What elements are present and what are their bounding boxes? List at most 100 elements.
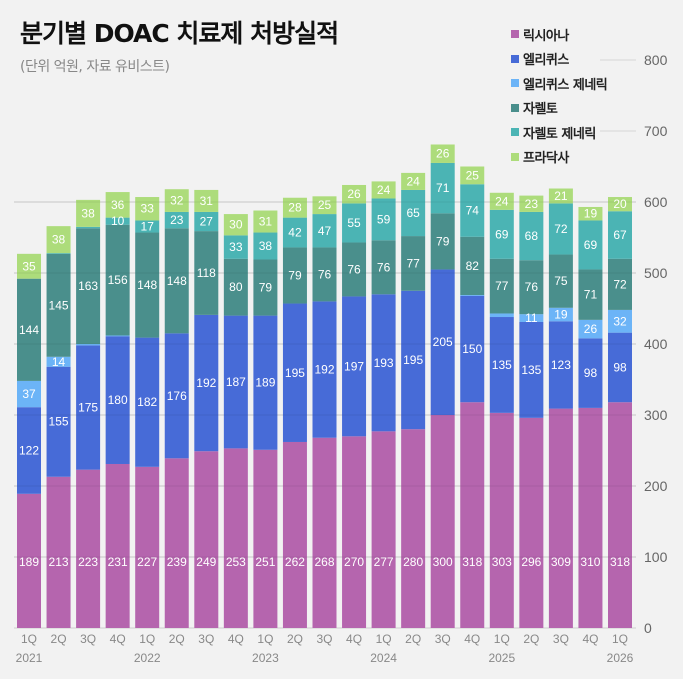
data-label: 318 <box>462 555 482 569</box>
data-label: 176 <box>167 389 187 403</box>
x-tick-label: 1Q <box>21 632 37 646</box>
x-tick-label: 1Q <box>494 632 510 646</box>
data-label: 77 <box>495 279 509 293</box>
x-tick-label: 4Q <box>110 632 126 646</box>
legend-swatch <box>511 79 519 88</box>
x-tick-label: 4Q <box>228 632 244 646</box>
data-label: 277 <box>374 555 394 569</box>
bar-segment <box>342 242 367 297</box>
data-label: 14 <box>52 355 66 369</box>
data-label: 26 <box>584 322 598 336</box>
bar-segment <box>253 232 278 260</box>
data-label: 69 <box>584 238 598 252</box>
legend-swatch <box>511 30 519 39</box>
data-label: 26 <box>347 187 361 201</box>
data-label: 79 <box>259 281 273 295</box>
data-label: 80 <box>229 280 243 294</box>
data-label: 231 <box>108 555 128 569</box>
bar-segment <box>489 192 514 210</box>
data-label: 309 <box>551 555 571 569</box>
bars <box>17 144 632 628</box>
chart-subtitle: (단위 억원, 자료 유비스트) <box>20 59 170 75</box>
bar-segment <box>164 228 189 334</box>
bar-segment <box>608 332 632 403</box>
data-label: 27 <box>200 215 214 229</box>
data-label: 32 <box>613 314 627 328</box>
x-year-label: 2026 <box>607 651 634 665</box>
data-label: 25 <box>318 198 332 212</box>
bar-segment <box>312 437 337 628</box>
bar-segment <box>105 335 130 337</box>
bar-segment <box>401 429 426 628</box>
legend-swatch <box>511 152 519 161</box>
data-label: 47 <box>318 224 332 238</box>
bar-segment <box>489 313 514 318</box>
bar-segment <box>105 224 130 336</box>
bar-segment <box>578 407 603 628</box>
data-label: 148 <box>167 274 187 288</box>
y-tick-label: 400 <box>644 336 668 352</box>
bar-segment <box>46 226 71 254</box>
bar-segment <box>223 214 248 236</box>
data-label: 55 <box>347 216 361 230</box>
data-label: 150 <box>462 342 482 356</box>
bar-segment <box>548 307 573 322</box>
x-tick-label: 3Q <box>80 632 96 646</box>
data-label: 65 <box>406 206 420 220</box>
data-label: 76 <box>347 262 361 276</box>
data-label: 74 <box>466 204 480 218</box>
bar-segment <box>17 493 41 628</box>
bar-segment <box>401 172 426 190</box>
bar-segment <box>342 436 367 628</box>
data-label: 68 <box>525 229 539 243</box>
bar-segment <box>253 315 278 450</box>
x-year-label: 2021 <box>16 651 43 665</box>
x-year-label: 2022 <box>134 651 161 665</box>
data-label: 122 <box>19 444 39 458</box>
bar-segment <box>578 269 603 320</box>
legend-item: 프라닥사 <box>511 145 607 170</box>
data-label: 303 <box>492 555 512 569</box>
bar-segment <box>519 211 544 261</box>
bar-segment <box>253 259 278 316</box>
chart-title: 분기별 DOAC 치료제 처방실적 <box>20 19 339 48</box>
data-label: 38 <box>81 206 95 220</box>
data-label: 72 <box>613 277 627 291</box>
y-tick-label: 700 <box>644 123 668 139</box>
x-tick-label: 2Q <box>523 632 539 646</box>
data-label: 71 <box>436 181 450 195</box>
data-label: 82 <box>466 259 480 273</box>
bar-segment <box>164 333 189 459</box>
data-label: 192 <box>314 363 334 377</box>
bar-segment <box>401 290 426 430</box>
data-label: 21 <box>554 189 568 203</box>
data-label: 71 <box>584 288 598 302</box>
bar-segment <box>519 260 544 315</box>
data-label: 75 <box>554 274 568 288</box>
bar-segment <box>223 235 248 259</box>
legend-item: 엘리퀴스 제네릭 <box>511 71 608 96</box>
data-label: 76 <box>377 260 391 274</box>
x-year-label: 2023 <box>252 651 279 665</box>
x-tick-label: 4Q <box>464 632 480 646</box>
bar-segment <box>76 344 101 346</box>
bar-segment <box>430 162 455 214</box>
bar-segment <box>489 258 514 314</box>
legend-item: 릭시아나 <box>511 22 607 47</box>
data-label: 213 <box>49 555 69 569</box>
data-label: 262 <box>285 555 305 569</box>
legend-item: 자렐토 <box>511 96 607 121</box>
data-label: 35 <box>22 259 36 273</box>
bar-segment <box>460 166 485 185</box>
bar-segment <box>17 253 41 279</box>
bar-segment <box>608 211 632 259</box>
bar-segment <box>46 476 71 628</box>
data-label: 17 <box>141 219 155 233</box>
data-label: 223 <box>78 555 98 569</box>
bar-segment <box>194 231 219 315</box>
legend-label: 프라닥사 <box>523 151 569 167</box>
x-tick-label: 2Q <box>287 632 303 646</box>
y-axis: 0 100 200 300 400 500 600 700 800 <box>644 52 668 636</box>
bar-segment <box>578 220 603 270</box>
data-label: 36 <box>111 198 125 212</box>
